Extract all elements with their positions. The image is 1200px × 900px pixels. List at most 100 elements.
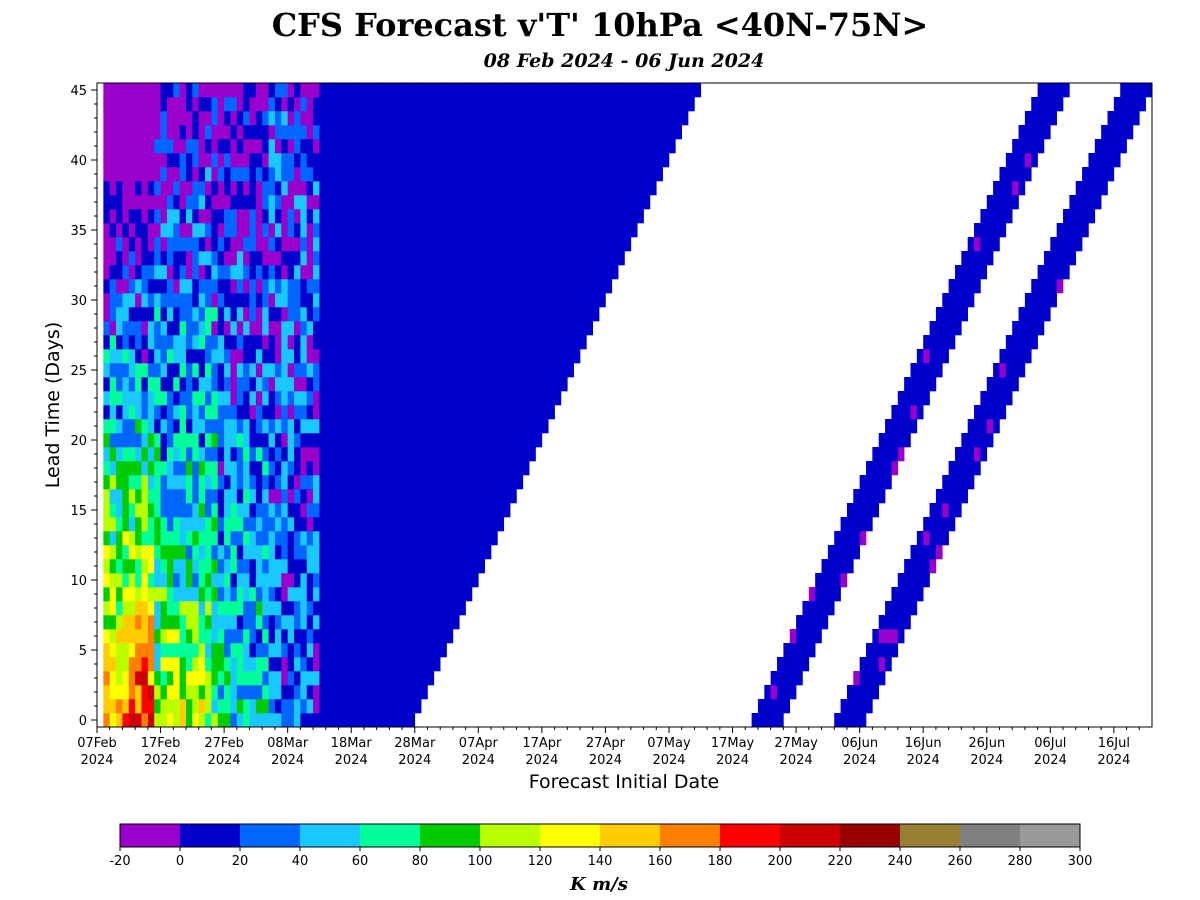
heatmap-cell [141,559,149,574]
heatmap-cell [122,321,130,336]
heatmap-cell [217,321,225,336]
heatmap-cell [395,587,403,602]
heatmap-cell [389,181,397,196]
heatmap-cell [166,265,174,280]
heatmap-cell [484,265,492,280]
heatmap-cell [281,447,288,462]
heatmap-cell [433,83,441,98]
heatmap-cell [961,475,968,490]
heatmap-cell [217,545,225,560]
heatmap-cell [332,307,339,322]
heatmap-cell [211,111,219,126]
heatmap-cell [1120,83,1127,98]
heatmap-cell [910,601,918,616]
heatmap-cell [522,447,530,462]
heatmap-cell [459,209,466,224]
heatmap-cell [224,559,231,574]
heatmap-cell [319,489,327,504]
heatmap-cell [217,475,225,490]
heatmap-cell [281,559,288,574]
heatmap-cell [465,377,473,392]
heatmap-cell [484,97,492,112]
heatmap-cell [484,517,492,532]
heatmap-cell [141,237,149,252]
heatmap-cell [1101,139,1108,154]
heatmap-cell [287,209,295,224]
heatmap-cell [363,475,371,490]
heatmap-cell [128,195,136,210]
heatmap-cell [338,167,346,182]
heatmap-cell [573,125,581,140]
heatmap-cell [872,447,880,462]
heatmap-cell [230,699,238,714]
heatmap-cell [1107,139,1115,154]
heatmap-cell [370,377,377,392]
heatmap-cell [141,713,149,728]
heatmap-cell [198,629,206,644]
heatmap-cell [211,223,219,238]
heatmap-cell [948,517,956,532]
heatmap-cell [567,251,574,266]
heatmap-cell [1101,181,1108,196]
heatmap-cell [433,559,441,574]
heatmap-cell [491,391,498,406]
heatmap-cell [452,447,460,462]
heatmap-cell [471,321,479,336]
heatmap-cell [630,181,638,196]
heatmap-cell [319,153,327,168]
heatmap-cell [116,97,123,112]
heatmap-cell [262,111,269,126]
heatmap-cell [249,195,257,210]
heatmap-cell [173,97,180,112]
heatmap-cell [567,349,574,364]
heatmap-cell [294,293,301,308]
heatmap-cell [688,83,695,98]
heatmap-cell [999,167,1007,182]
heatmap-cell [135,433,142,448]
heatmap-cell [306,237,314,252]
heatmap-cell [205,335,212,350]
heatmap-cell [433,181,441,196]
heatmap-cell [452,531,460,546]
heatmap-cell [382,489,390,504]
heatmap-cell [116,475,123,490]
heatmap-cell [459,587,466,602]
heatmap-cell [268,643,276,658]
heatmap-cell [376,251,384,266]
heatmap-cell [211,279,219,294]
heatmap-cell [249,391,257,406]
heatmap-cell [198,139,206,154]
heatmap-cell [389,587,397,602]
heatmap-cell [300,447,308,462]
heatmap-cell [478,531,485,546]
heatmap-cell [363,489,371,504]
heatmap-cell [363,195,371,210]
heatmap-cell [243,601,250,616]
heatmap-cell [522,461,530,476]
heatmap-cell [325,433,333,448]
y-tick-label: 45 [70,84,87,99]
heatmap-cell [192,713,199,728]
heatmap-cell [160,349,168,364]
heatmap-cell [313,503,320,518]
heatmap-cell [529,321,536,336]
heatmap-cell [357,111,365,126]
heatmap-cell [370,335,377,350]
heatmap-cell [916,363,924,378]
heatmap-cell [332,237,339,252]
heatmap-cell [192,125,199,140]
heatmap-cell [236,195,244,210]
heatmap-cell [567,307,574,322]
heatmap-cell [421,321,428,336]
heatmap-cell [357,587,365,602]
heatmap-cell [128,167,136,182]
heatmap-cell [109,629,117,644]
heatmap-cell [128,573,136,588]
heatmap-cell [421,223,428,238]
heatmap-cell [147,237,155,252]
heatmap-cell [478,97,485,112]
heatmap-cell [1082,223,1089,238]
heatmap-cell [294,349,301,364]
heatmap-cell [421,447,428,462]
heatmap-cell [376,363,384,378]
